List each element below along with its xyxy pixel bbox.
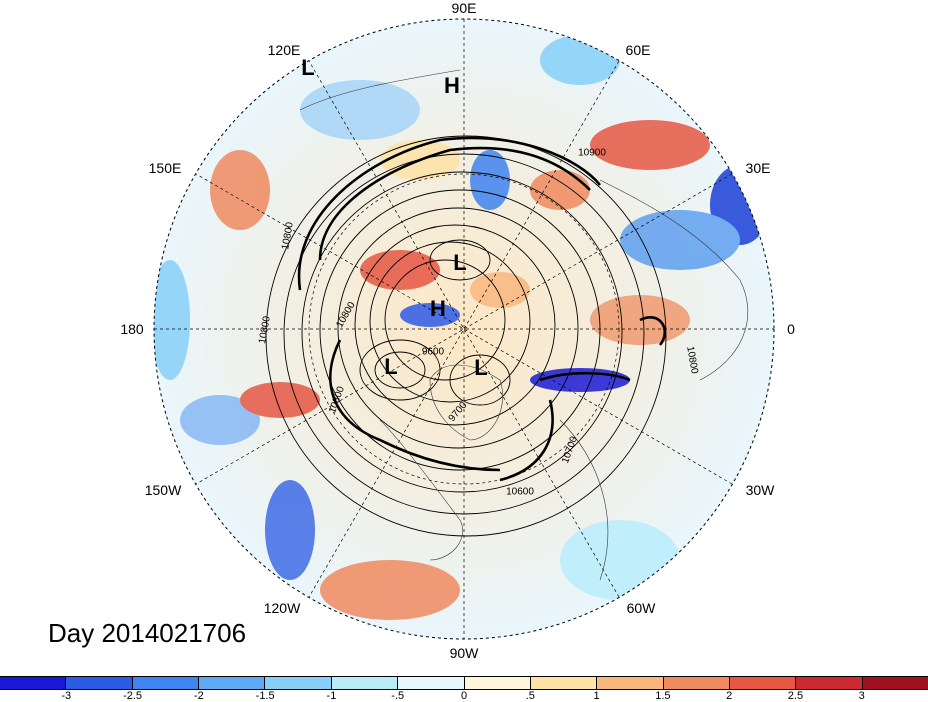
- colorbar-segment: [66, 677, 133, 689]
- colorbar-ticks: -3 -2.5 -2 -1.5 -1 -.5 0 .5 1 1.5 2 2.5 3: [0, 690, 928, 702]
- colorbar-tick-label: 1: [593, 690, 600, 702]
- contour-label: 9600: [421, 346, 445, 358]
- lon-label-60w: 60W: [626, 600, 656, 616]
- colorbar-segment: [729, 677, 797, 689]
- lon-label-90w: 90W: [449, 645, 479, 661]
- jet-contours: [297, 136, 666, 482]
- colorbar-segment: [132, 677, 200, 689]
- colorbar-segment: [0, 677, 67, 689]
- colorbar-tick-label: 2.5: [787, 690, 804, 702]
- lon-label-150e: 150E: [148, 160, 182, 176]
- colorbar-segment: [530, 677, 598, 689]
- colorbar-segment: [663, 677, 730, 689]
- colorbar-tick-label: 1.5: [655, 690, 671, 702]
- low-pressure-center: L: [474, 355, 488, 380]
- polar-map: [153, 18, 775, 640]
- colorbar-tick-label: 0: [460, 690, 468, 702]
- coastlines: [299, 69, 749, 581]
- graticule: [154, 19, 774, 639]
- lon-label-150w: 150W: [144, 482, 182, 498]
- lon-label-120w: 120W: [263, 600, 301, 616]
- lon-label-60e: 60E: [625, 42, 651, 58]
- lon-label-0: 0: [787, 321, 795, 337]
- high-pressure-center: H: [430, 296, 446, 321]
- contour-label: 10600: [506, 486, 534, 498]
- colorbar-segment: [464, 677, 531, 689]
- colorbar-tick-label: -.5: [391, 690, 405, 702]
- lon-label-90e: 90E: [451, 0, 477, 16]
- colorbar-segment: [331, 677, 399, 689]
- lon-label-30e: 30E: [745, 160, 771, 176]
- colorbar-segment: [199, 677, 266, 689]
- contour-label: 10900: [578, 147, 606, 159]
- colorbar-tick-label: -1: [326, 690, 337, 702]
- map-boundary: [153, 18, 775, 640]
- colorbar-segment: [862, 677, 928, 689]
- colorbar-tick-label: .5: [525, 690, 535, 702]
- colorbar-tick-label: -2.5: [123, 690, 143, 702]
- colorbar-segment: [796, 677, 863, 689]
- low-pressure-center: L: [301, 55, 315, 80]
- lon-label-120e: 120E: [267, 42, 301, 58]
- lon-label-30w: 30W: [745, 482, 775, 498]
- colorbar-tick-label: -3: [61, 690, 72, 702]
- colorbar-segment: [398, 677, 465, 689]
- colorbar-tick-label: -2: [193, 690, 204, 702]
- lon-label-180: 180: [120, 321, 144, 337]
- colorbar-tick-label: 2: [726, 690, 733, 702]
- anomaly-shading: [154, 35, 770, 620]
- colorbar-tick-label: -1.5: [255, 690, 275, 702]
- colorbar: [0, 676, 928, 690]
- high-pressure-center: H: [444, 73, 460, 98]
- low-pressure-center: L: [453, 250, 467, 275]
- timestamp-label: Day 2014021706: [48, 618, 247, 648]
- colorbar-segment: [265, 677, 332, 689]
- colorbar-tick-label: 3: [858, 690, 865, 702]
- colorbar-segment: [597, 677, 664, 689]
- height-contours: [265, 135, 667, 537]
- low-pressure-center: L: [384, 354, 398, 379]
